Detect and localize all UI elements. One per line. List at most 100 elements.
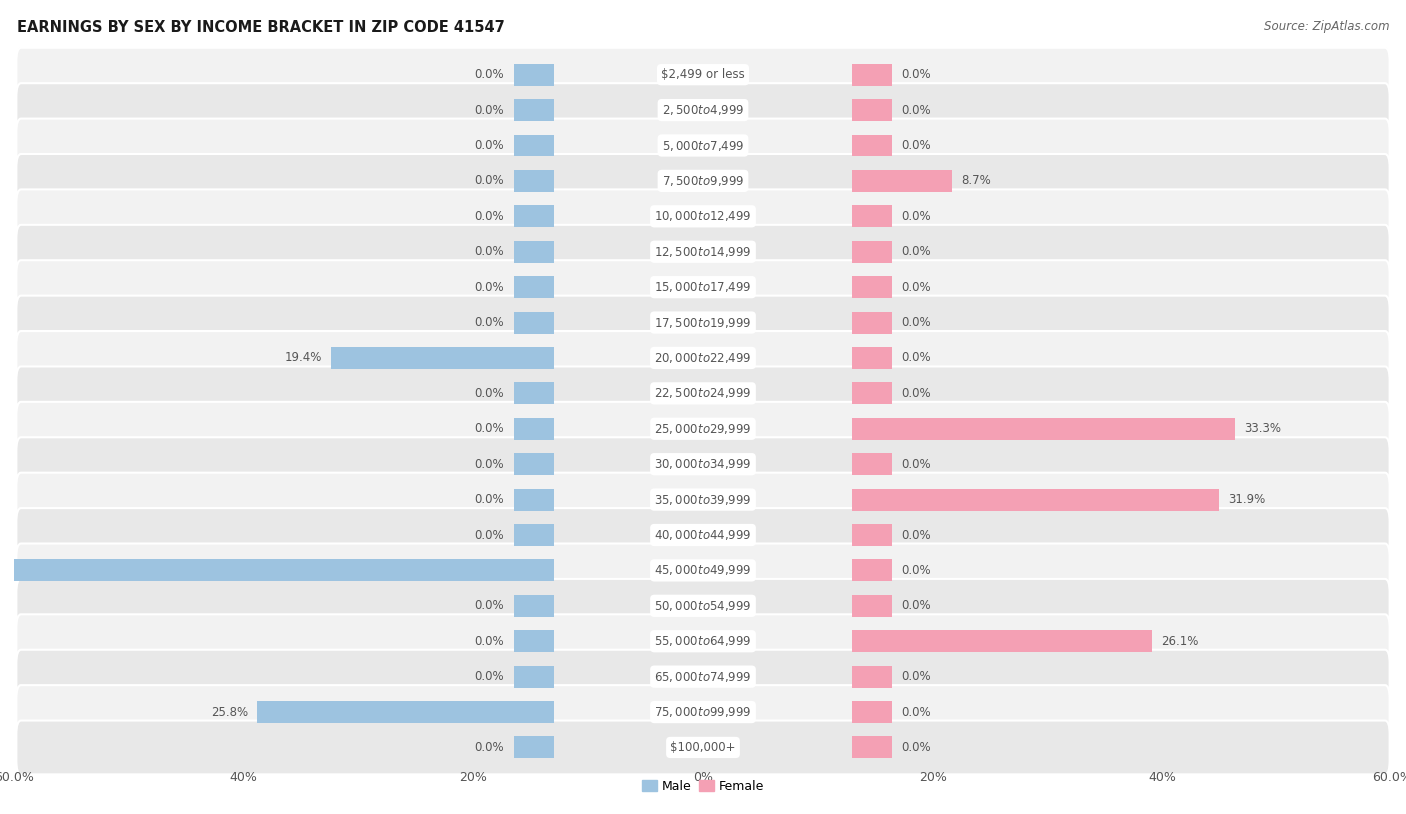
Bar	[0, 559, 554, 581]
Bar	[852, 241, 893, 263]
Bar	[513, 488, 554, 510]
Text: 19.4%: 19.4%	[284, 352, 322, 365]
FancyBboxPatch shape	[17, 260, 1389, 314]
Text: $100,000+: $100,000+	[671, 741, 735, 754]
Bar	[852, 383, 893, 405]
Text: 0.0%: 0.0%	[475, 387, 505, 400]
Text: $15,000 to $17,499: $15,000 to $17,499	[654, 280, 752, 294]
Bar	[513, 383, 554, 405]
Text: $30,000 to $34,999: $30,000 to $34,999	[654, 457, 752, 471]
Bar	[852, 312, 893, 334]
Text: 0.0%: 0.0%	[901, 457, 931, 470]
Bar	[852, 134, 893, 156]
FancyBboxPatch shape	[17, 437, 1389, 491]
Text: 0.0%: 0.0%	[901, 281, 931, 294]
Text: $10,000 to $12,499: $10,000 to $12,499	[654, 209, 752, 223]
Text: 0.0%: 0.0%	[475, 493, 505, 506]
Bar	[513, 666, 554, 688]
Bar	[852, 488, 1219, 510]
Text: 0.0%: 0.0%	[475, 457, 505, 470]
Text: 33.3%: 33.3%	[1244, 422, 1281, 435]
Text: $50,000 to $54,999: $50,000 to $54,999	[654, 599, 752, 613]
FancyBboxPatch shape	[17, 615, 1389, 668]
Text: $75,000 to $99,999: $75,000 to $99,999	[654, 705, 752, 719]
Bar	[852, 595, 893, 617]
Text: 0.0%: 0.0%	[901, 706, 931, 719]
Text: 0.0%: 0.0%	[901, 139, 931, 152]
Text: 25.8%: 25.8%	[211, 706, 249, 719]
FancyBboxPatch shape	[17, 508, 1389, 562]
Text: $7,500 to $9,999: $7,500 to $9,999	[662, 174, 744, 188]
Text: $45,000 to $49,999: $45,000 to $49,999	[654, 563, 752, 577]
Text: $20,000 to $22,499: $20,000 to $22,499	[654, 351, 752, 365]
Text: 0.0%: 0.0%	[901, 245, 931, 258]
Text: 0.0%: 0.0%	[475, 210, 505, 223]
FancyBboxPatch shape	[17, 544, 1389, 597]
FancyBboxPatch shape	[17, 366, 1389, 420]
Text: $55,000 to $64,999: $55,000 to $64,999	[654, 634, 752, 648]
Bar	[513, 595, 554, 617]
FancyBboxPatch shape	[17, 154, 1389, 208]
Bar	[513, 99, 554, 121]
Text: $5,000 to $7,499: $5,000 to $7,499	[662, 138, 744, 152]
Bar	[852, 737, 893, 759]
Text: $2,500 to $4,999: $2,500 to $4,999	[662, 103, 744, 117]
Bar	[330, 347, 554, 369]
Text: $2,499 or less: $2,499 or less	[661, 68, 745, 81]
Bar	[852, 63, 893, 85]
FancyBboxPatch shape	[17, 579, 1389, 632]
Text: 0.0%: 0.0%	[901, 352, 931, 365]
Text: $35,000 to $39,999: $35,000 to $39,999	[654, 492, 752, 506]
FancyBboxPatch shape	[17, 402, 1389, 456]
Bar	[513, 241, 554, 263]
FancyBboxPatch shape	[17, 119, 1389, 173]
Bar	[852, 418, 1234, 440]
Text: 0.0%: 0.0%	[475, 670, 505, 683]
FancyBboxPatch shape	[17, 83, 1389, 137]
Bar	[852, 524, 893, 546]
Bar	[852, 630, 1152, 652]
Text: $40,000 to $44,999: $40,000 to $44,999	[654, 528, 752, 542]
FancyBboxPatch shape	[17, 473, 1389, 527]
Bar	[852, 99, 893, 121]
Text: $65,000 to $74,999: $65,000 to $74,999	[654, 670, 752, 684]
Bar	[852, 276, 893, 298]
Text: $17,500 to $19,999: $17,500 to $19,999	[654, 316, 752, 330]
Text: 8.7%: 8.7%	[962, 174, 991, 187]
FancyBboxPatch shape	[17, 720, 1389, 774]
Text: $22,500 to $24,999: $22,500 to $24,999	[654, 387, 752, 400]
Bar	[852, 205, 893, 227]
Bar	[513, 312, 554, 334]
Text: EARNINGS BY SEX BY INCOME BRACKET IN ZIP CODE 41547: EARNINGS BY SEX BY INCOME BRACKET IN ZIP…	[17, 20, 505, 35]
Text: 0.0%: 0.0%	[475, 174, 505, 187]
Bar	[513, 630, 554, 652]
Bar	[852, 170, 952, 192]
Text: 0.0%: 0.0%	[901, 210, 931, 223]
Text: $12,500 to $14,999: $12,500 to $14,999	[654, 245, 752, 259]
FancyBboxPatch shape	[17, 225, 1389, 278]
Bar	[513, 418, 554, 440]
Text: 0.0%: 0.0%	[475, 635, 505, 648]
Bar	[852, 347, 893, 369]
Text: Source: ZipAtlas.com: Source: ZipAtlas.com	[1264, 20, 1389, 33]
Text: 0.0%: 0.0%	[901, 670, 931, 683]
Bar	[513, 453, 554, 475]
FancyBboxPatch shape	[17, 190, 1389, 243]
Text: 0.0%: 0.0%	[475, 281, 505, 294]
Text: 26.1%: 26.1%	[1161, 635, 1198, 648]
Text: 31.9%: 31.9%	[1227, 493, 1265, 506]
Legend: Male, Female: Male, Female	[637, 775, 769, 798]
Bar	[513, 134, 554, 156]
Bar	[257, 701, 554, 723]
Bar	[852, 666, 893, 688]
Bar	[513, 205, 554, 227]
Text: 0.0%: 0.0%	[475, 103, 505, 116]
Text: 0.0%: 0.0%	[475, 245, 505, 258]
FancyBboxPatch shape	[17, 48, 1389, 102]
Bar	[513, 737, 554, 759]
Text: 0.0%: 0.0%	[475, 741, 505, 754]
Text: 0.0%: 0.0%	[475, 139, 505, 152]
Text: 0.0%: 0.0%	[475, 68, 505, 81]
Bar	[852, 453, 893, 475]
Bar	[513, 524, 554, 546]
